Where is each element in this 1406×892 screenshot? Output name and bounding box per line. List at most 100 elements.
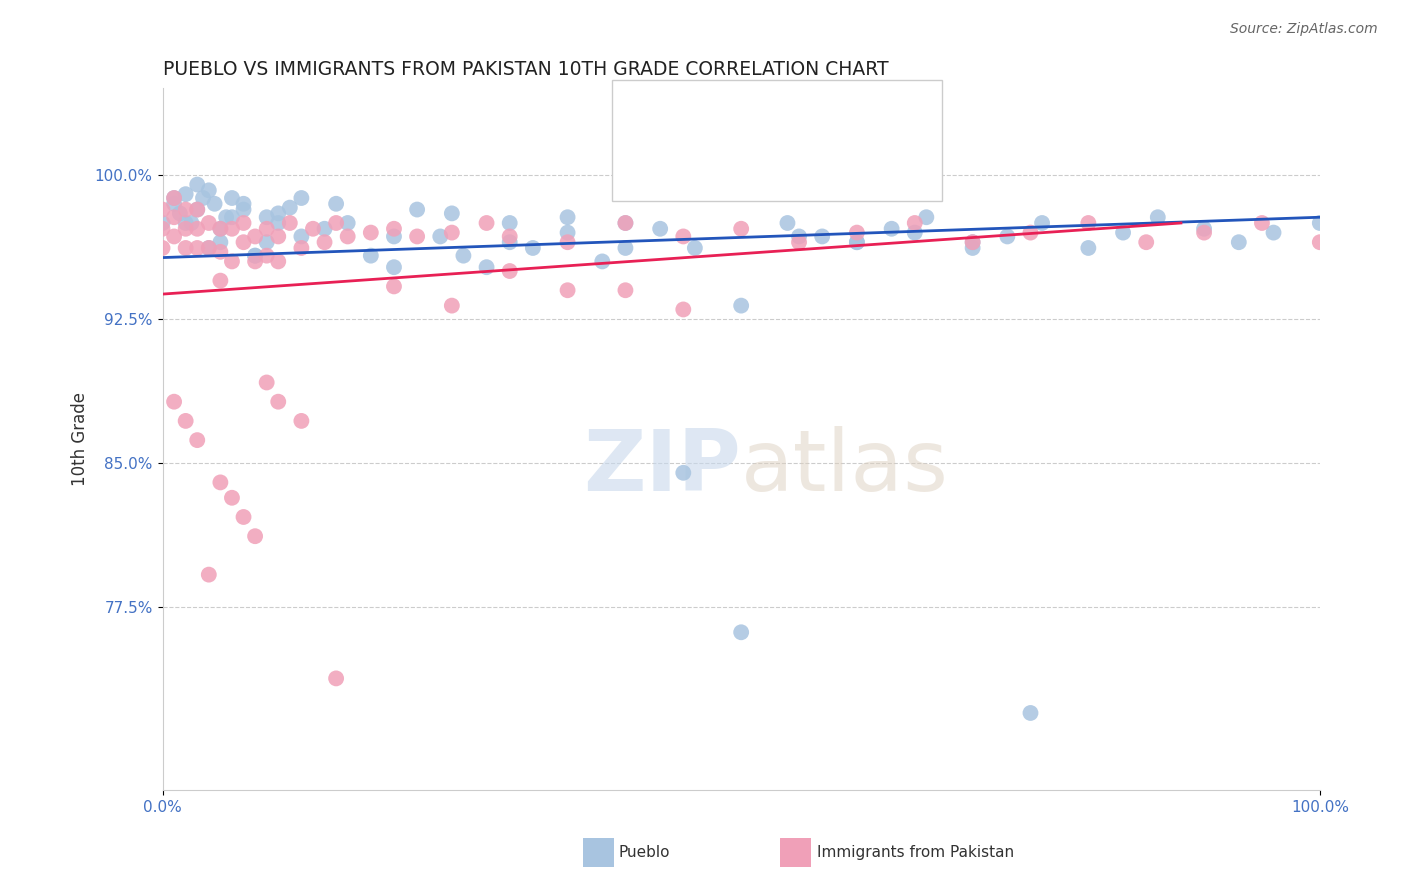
Point (440, 299, 463, 313)
Point (221, 254, 243, 268)
Point (186, 202, 208, 217)
Point (256, 211, 278, 225)
Point (683, 241, 706, 255)
Point (382, 229, 405, 244)
Point (267, 229, 290, 244)
Point (1309, 216, 1331, 230)
Point (243, 229, 266, 244)
Point (845, 235, 868, 250)
Point (1019, 226, 1042, 240)
Point (1077, 241, 1099, 255)
Text: Immigrants from Pakistan: Immigrants from Pakistan (817, 846, 1014, 860)
Point (209, 235, 232, 250)
Text: PUEBLO VS IMMIGRANTS FROM PAKISTAN 10TH GRADE CORRELATION CHART: PUEBLO VS IMMIGRANTS FROM PAKISTAN 10TH … (163, 60, 889, 78)
Point (290, 191, 312, 205)
Point (186, 241, 208, 255)
Point (163, 196, 186, 211)
Point (198, 567, 221, 582)
Point (1192, 221, 1215, 235)
Point (186, 433, 208, 447)
Point (174, 216, 197, 230)
Point (650, 221, 672, 235)
Point (382, 279, 405, 293)
Point (1251, 216, 1274, 230)
Point (152, 216, 174, 230)
Text: R = 0.233: R = 0.233 (659, 110, 758, 128)
Point (787, 235, 810, 250)
Text: R = 0.199: R = 0.199 (659, 155, 758, 173)
Point (614, 216, 637, 230)
Point (499, 235, 522, 250)
Point (672, 229, 695, 244)
Point (557, 283, 579, 297)
Point (198, 216, 221, 230)
Point (209, 274, 232, 288)
Point (232, 216, 254, 230)
Point (163, 191, 186, 205)
Point (915, 211, 938, 225)
Point (256, 376, 278, 390)
Text: N = 72: N = 72 (800, 155, 868, 173)
Point (198, 241, 221, 255)
Point (845, 226, 868, 240)
Point (730, 299, 752, 313)
Point (336, 216, 359, 230)
Point (232, 510, 254, 524)
Text: ZIP: ZIP (583, 425, 741, 508)
Point (232, 202, 254, 217)
Point (256, 235, 278, 250)
Point (174, 414, 197, 428)
Point (811, 229, 834, 244)
Point (429, 229, 451, 244)
Point (1227, 235, 1250, 250)
Point (290, 414, 312, 428)
Point (163, 191, 186, 205)
Point (152, 241, 174, 255)
Point (591, 254, 613, 268)
Point (243, 254, 266, 268)
Point (453, 249, 475, 263)
Point (406, 229, 429, 244)
Text: Source: ZipAtlas.com: Source: ZipAtlas.com (1230, 22, 1378, 37)
Point (1192, 226, 1215, 240)
Point (325, 216, 347, 230)
Point (221, 221, 243, 235)
Point (198, 183, 221, 197)
Point (962, 241, 984, 255)
Point (614, 241, 637, 255)
Point (499, 264, 522, 278)
Y-axis label: 10th Grade: 10th Grade (72, 392, 89, 486)
Point (314, 221, 336, 235)
Point (243, 529, 266, 543)
Point (360, 249, 382, 263)
Point (221, 211, 243, 225)
Point (209, 244, 232, 259)
Point (672, 466, 695, 480)
Point (204, 196, 226, 211)
Point (209, 475, 232, 490)
Point (267, 216, 290, 230)
Point (290, 229, 312, 244)
Point (209, 221, 232, 235)
Point (614, 216, 637, 230)
Point (278, 216, 301, 230)
Point (267, 254, 290, 268)
Point (776, 216, 799, 230)
Point (1031, 216, 1053, 230)
Point (440, 206, 463, 220)
Point (557, 226, 579, 240)
Point (325, 196, 347, 211)
Point (163, 394, 186, 409)
Point (1146, 211, 1168, 225)
Point (499, 216, 522, 230)
Point (191, 191, 214, 205)
Point (730, 625, 752, 640)
Point (221, 191, 243, 205)
Point (557, 211, 579, 225)
Text: Pueblo: Pueblo (619, 846, 671, 860)
Point (336, 229, 359, 244)
Point (152, 221, 174, 235)
Point (406, 202, 429, 217)
Point (174, 202, 197, 217)
Point (186, 178, 208, 192)
